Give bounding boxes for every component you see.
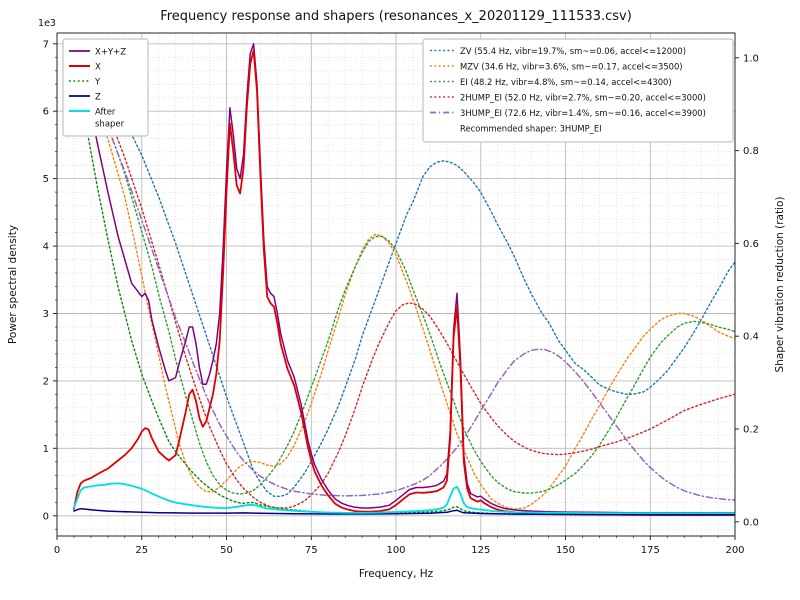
y-right-tick-label: 0.8 (743, 146, 759, 157)
y-left-tick-label: 3 (43, 309, 49, 320)
series-y (73, 73, 735, 516)
y-right-axis-label: Shaper vibration reduction (ratio) (774, 196, 786, 372)
legend-psd-label: X (95, 63, 101, 73)
legend-shaper-label: 3HUMP_EI (72.6 Hz, vibr=1.4%, sm~=0.16, … (460, 108, 706, 118)
legend-psd: X+Y+Z XYZ After shaper (62, 38, 149, 137)
y-right-tick-label: 0.4 (743, 332, 759, 343)
tick-marks (53, 43, 739, 540)
legend-psd-label: After (95, 108, 116, 118)
y-left-tick-label: 7 (43, 39, 49, 50)
x-tick-label: 125 (471, 545, 490, 556)
y-left-tick-label: 6 (43, 107, 49, 118)
series-group (73, 43, 735, 516)
series-2hump_ei (73, 66, 735, 509)
y-left-tick-label: 4 (43, 242, 49, 253)
legend-shaper-label: ZV (55.4 Hz, vibr=19.7%, sm~=0.06, accel… (460, 46, 686, 56)
x-tick-label: 25 (135, 545, 148, 556)
x-axis-label: Frequency, Hz (359, 568, 434, 580)
series-after-shaper (73, 482, 735, 514)
legend-psd-label: X+Y+Z (95, 48, 126, 58)
y-right-tick-label: 1.0 (743, 53, 759, 64)
x-tick-label: 175 (641, 545, 660, 556)
series-mzv (73, 68, 735, 510)
y-left-offset-label: 1e3 (38, 18, 56, 29)
legend-shaper-label: 2HUMP_EI (52.0 Hz, vibr=2.7%, sm~=0.20, … (460, 93, 706, 103)
y-right-tick-label: 0.6 (743, 239, 759, 250)
legend-recommended-note: Recommended shaper: 3HUMP_EI (460, 124, 602, 134)
y-left-tick-label: 2 (43, 376, 49, 387)
legend-shaper-label: MZV (34.6 Hz, vibr=3.6%, sm~=0.17, accel… (460, 62, 683, 72)
x-tick-label: 75 (305, 545, 318, 556)
y-left-tick-label: 1 (43, 444, 49, 455)
x-tick-label: 0 (54, 545, 60, 556)
y-right-tick-label: 0.2 (743, 425, 759, 436)
tick-labels: 0 25 50 75 100 125 150 175 200 0 1 2 3 4 5 6 7 0.0 0.2 0.4 0… (43, 39, 759, 556)
y-left-tick-label: 5 (43, 174, 49, 185)
series-ei (73, 64, 735, 495)
chart-title: Frequency response and shapers (resonanc… (160, 9, 632, 24)
legend-shapers: ZV (55.4 Hz, vibr=19.7%, sm~=0.06, accel… (422, 38, 734, 143)
series-zv (73, 61, 735, 497)
x-tick-label: 150 (556, 545, 575, 556)
legend-psd-label: Z (95, 93, 101, 103)
y-left-axis-label: Power spectral density (7, 225, 19, 344)
legend-shapers-box (422, 38, 734, 143)
series-x (73, 49, 735, 516)
y-right-tick-label: 0.0 (743, 517, 759, 528)
legend-shaper-label: EI (48.2 Hz, vibr=4.8%, sm~=0.14, accel<… (460, 77, 672, 87)
x-tick-label: 100 (386, 545, 405, 556)
series-x+y+z (73, 43, 735, 514)
legend-psd-label: Y (94, 78, 101, 88)
y-left-tick-label: 0 (43, 511, 49, 522)
x-tick-label: 200 (725, 545, 744, 556)
x-tick-label: 50 (220, 545, 233, 556)
series-z (73, 507, 735, 516)
legend-psd-label: shaper (95, 120, 125, 130)
